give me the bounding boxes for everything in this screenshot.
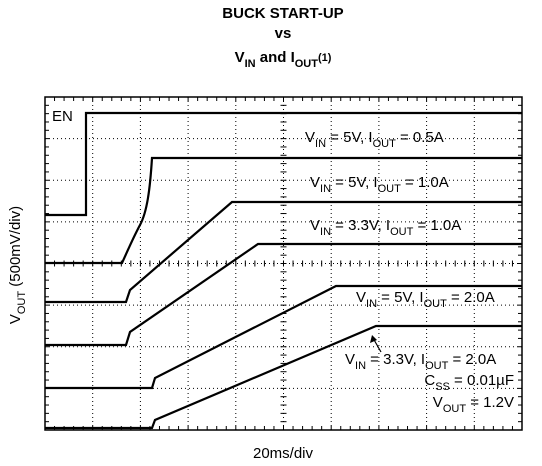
text-part: OUT (424, 298, 448, 310)
text-part: IN (315, 138, 326, 150)
text-part: V (305, 129, 315, 146)
trace (45, 200, 522, 304)
text-part: and I (256, 49, 295, 66)
trace (45, 242, 522, 347)
text-part: OUT (443, 403, 467, 415)
trace (45, 324, 522, 430)
text-part: OUT (373, 138, 397, 150)
trace (45, 156, 522, 265)
trace-label: VIN = 5V, IOUT = 2.0A (356, 289, 495, 310)
text-part: = 3.3V, I (366, 351, 425, 368)
text-part: (1) (318, 52, 332, 64)
text-part: V (310, 217, 320, 234)
condition-label: VOUT = 1.2V (433, 394, 514, 415)
text-part: = 0.5A (396, 129, 444, 146)
text-part: = 0.01µF (450, 372, 514, 389)
trace (45, 284, 522, 390)
condition-label: CSS = 0.01µF (424, 372, 514, 393)
enable-label: EN (52, 108, 73, 125)
text-part: OUT (390, 226, 414, 238)
trace-label: VIN = 3.3V, IOUT = 1.0A (310, 217, 461, 238)
text-part: = 1.0A (413, 217, 461, 234)
text-part: = 5V, I (331, 174, 378, 191)
y-axis-label: VOUT (500mV/div) (7, 206, 28, 324)
text-part: V (356, 289, 366, 306)
trace-label: VIN = 3.3V, IOUT = 2.0A (345, 351, 496, 372)
text-part: V (235, 49, 245, 66)
traces (45, 111, 522, 430)
text-part: = 5V, I (377, 289, 424, 306)
text-part: OUT (378, 183, 402, 195)
text-part: IN (320, 183, 331, 195)
trace-label: VIN = 5V, IOUT = 1.0A (310, 174, 449, 195)
text-part: (500mV/div) (7, 206, 24, 291)
text-part: V (310, 174, 320, 191)
text-part: = 2.0A (448, 351, 496, 368)
title: BUCK START-UP vs VIN and IOUT(1) (222, 5, 343, 70)
text-part: IN (245, 58, 256, 70)
x-axis-label: 20ms/div (253, 445, 314, 462)
text-part: IN (366, 298, 377, 310)
title-line: VIN and IOUT(1) (235, 49, 332, 70)
text-part: IN (355, 360, 366, 372)
labels: EN VIN = 5V, IOUT = 0.5A VIN = 5V, IOUT … (7, 108, 514, 462)
text-part: V (345, 351, 355, 368)
text-part: IN (320, 226, 331, 238)
title-line: vs (275, 25, 292, 42)
text-part: OUT (295, 58, 319, 70)
text-part: = 5V, I (326, 129, 373, 146)
text-part: = 3.3V, I (331, 217, 390, 234)
text-part: V (433, 394, 443, 411)
text-part: SS (435, 381, 450, 393)
text-part: OUT (425, 360, 449, 372)
text-part: C (424, 372, 435, 389)
trace-label: VIN = 5V, IOUT = 0.5A (305, 129, 444, 150)
text-part: = 2.0A (447, 289, 495, 306)
title-line: BUCK START-UP (222, 5, 343, 22)
text-part: = 1.0A (401, 174, 449, 191)
text-part: V (7, 314, 24, 324)
text-part: = 1.2V (466, 394, 514, 411)
text-part: OUT (16, 291, 28, 315)
enable-trace (45, 111, 522, 217)
arrow-head (370, 335, 377, 343)
